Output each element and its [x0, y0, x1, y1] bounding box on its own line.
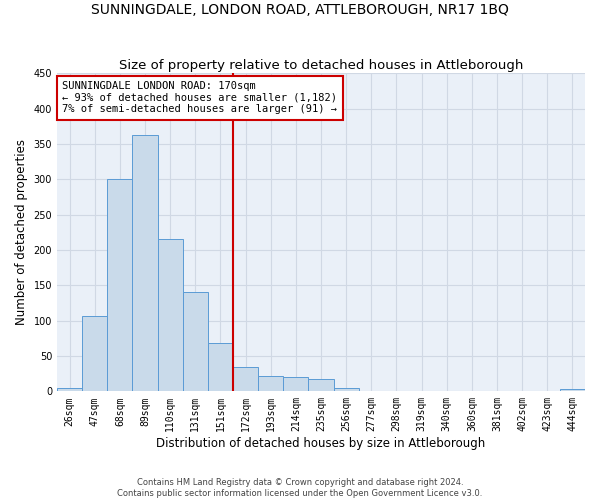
- Bar: [258, 376, 283, 392]
- Bar: [107, 178, 133, 392]
- Bar: [308, 378, 334, 392]
- Bar: [133, 136, 158, 392]
- Bar: [208, 344, 233, 392]
- Text: SUNNINGDALE LONDON ROAD: 170sqm
← 93% of detached houses are smaller (1,182)
7% : SUNNINGDALE LONDON ROAD: 170sqm ← 93% of…: [62, 81, 337, 114]
- Bar: [560, 389, 585, 392]
- X-axis label: Distribution of detached houses by size in Attleborough: Distribution of detached houses by size …: [157, 437, 485, 450]
- Bar: [283, 377, 308, 392]
- Bar: [334, 388, 359, 392]
- Y-axis label: Number of detached properties: Number of detached properties: [15, 139, 28, 325]
- Bar: [233, 366, 258, 392]
- Title: Size of property relative to detached houses in Attleborough: Size of property relative to detached ho…: [119, 59, 523, 72]
- Text: Contains HM Land Registry data © Crown copyright and database right 2024.
Contai: Contains HM Land Registry data © Crown c…: [118, 478, 482, 498]
- Bar: [158, 240, 183, 392]
- Bar: [82, 316, 107, 392]
- Bar: [57, 388, 82, 392]
- Text: SUNNINGDALE, LONDON ROAD, ATTLEBOROUGH, NR17 1BQ: SUNNINGDALE, LONDON ROAD, ATTLEBOROUGH, …: [91, 2, 509, 16]
- Bar: [183, 292, 208, 392]
